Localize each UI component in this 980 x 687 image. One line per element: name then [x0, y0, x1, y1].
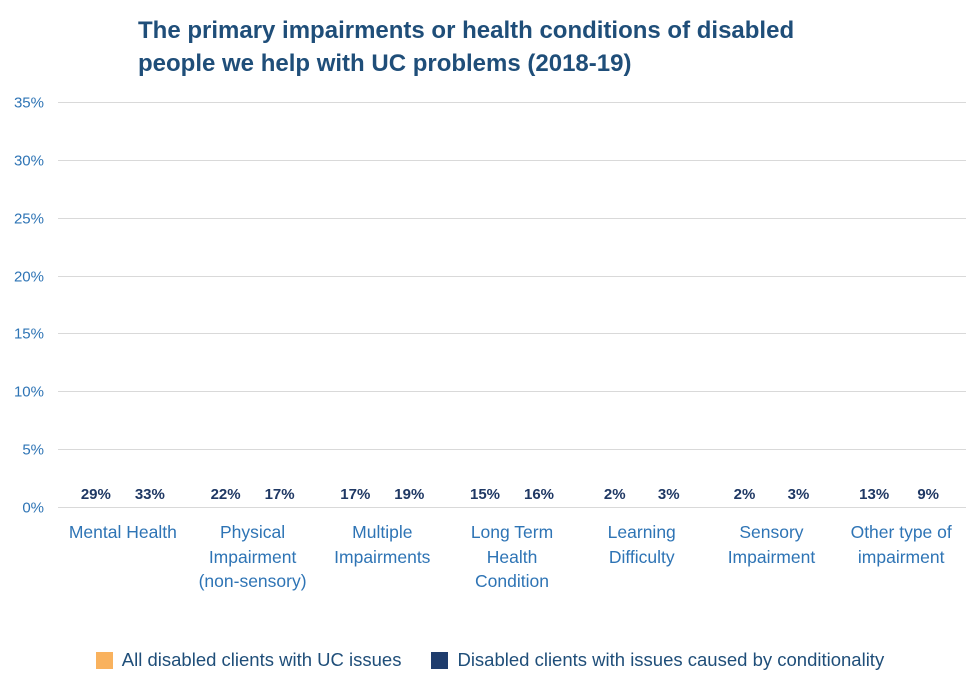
y-tick-label: 30%	[13, 152, 44, 170]
plot-area: 29% 33% 22% 17% 17% 19% 15% 16% 2% 3% 2% 3% 13% 9%	[58, 102, 966, 508]
category-label: Learning Difficulty	[607, 522, 676, 567]
y-tick-label: 20%	[13, 268, 44, 286]
bar-data-label: 3%	[657, 486, 680, 503]
gridline	[58, 391, 966, 393]
bar-wrapper: 22%	[203, 486, 248, 508]
y-tick-label: 25%	[13, 210, 44, 228]
category-label: Multiple Impairments	[334, 522, 431, 567]
legend-swatch	[431, 651, 449, 669]
bar-group: 2% 3%	[577, 103, 707, 508]
bar-data-label: 2%	[603, 486, 626, 503]
bar-data-label: 16%	[524, 486, 555, 503]
y-axis: 0% 5% 10% 15% 20% 25% 30% 35%	[0, 95, 52, 517]
bar-wrapper: 3%	[646, 486, 691, 508]
bar-group: 17% 19%	[317, 103, 447, 508]
legend: All disabled clients with UC issues Disab…	[0, 649, 980, 671]
chart-title: The primary impairments or health condit…	[138, 17, 795, 78]
category-label: Physical Impairment (non-sensory)	[198, 522, 307, 591]
legend-label: Disabled clients with issues caused by c…	[457, 649, 885, 670]
gridline	[58, 449, 966, 451]
x-axis-labels: Mental Health Physical Impairment (non-se…	[58, 520, 966, 594]
bar-group: 15% 16%	[447, 103, 577, 508]
gridline	[58, 217, 966, 219]
y-tick-label: 0%	[22, 499, 44, 517]
bar-group: 2% 3%	[707, 103, 837, 508]
y-tick-label: 5%	[22, 441, 44, 459]
bar-data-label: 9%	[917, 486, 940, 503]
legend-swatch	[95, 651, 113, 669]
legend-item: All disabled clients with UC issues	[95, 649, 402, 671]
bar-data-label: 22%	[210, 486, 241, 503]
bar-groups: 29% 33% 22% 17% 17% 19% 15% 16% 2% 3% 2% 3% 13% 9%	[58, 103, 966, 508]
y-tick-label: 10%	[13, 383, 44, 401]
category-label: Other type of impairment	[850, 522, 952, 567]
bar-data-label: 13%	[859, 486, 890, 503]
category-label: Mental Health	[68, 522, 177, 542]
bar-wrapper: 13%	[852, 486, 897, 508]
bar-wrapper: 33%	[127, 486, 172, 508]
bar-data-label: 3%	[787, 486, 810, 503]
gridline	[58, 507, 966, 508]
legend-item: Disabled clients with issues caused by c…	[431, 649, 884, 671]
category-label: Sensory Impairment	[727, 522, 816, 567]
gridline	[58, 159, 966, 161]
bar-wrapper: 15%	[463, 486, 508, 508]
bar-data-label: 19%	[394, 486, 425, 503]
bar-wrapper: 16%	[517, 486, 562, 508]
bar-wrapper: 3%	[776, 486, 821, 508]
category-label: Long Term Health Condition	[470, 522, 554, 591]
bar-wrapper: 2%	[592, 486, 637, 508]
legend-label: All disabled clients with UC issues	[121, 649, 402, 670]
bar-wrapper: 2%	[722, 486, 767, 508]
bar-data-label: 15%	[470, 486, 501, 503]
bar-data-label: 2%	[733, 486, 756, 503]
gridline	[58, 102, 966, 103]
gridline	[58, 275, 966, 277]
y-tick-label: 35%	[13, 94, 44, 112]
bar-data-label: 17%	[340, 486, 371, 503]
bar-data-label: 33%	[134, 486, 165, 503]
bar-wrapper: 17%	[257, 486, 302, 508]
bar-wrapper: 29%	[73, 486, 118, 508]
bar-wrapper: 17%	[333, 486, 378, 508]
bar-group: 22% 17%	[188, 103, 318, 508]
bar-wrapper: 19%	[387, 486, 432, 508]
bar-group: 29% 33%	[58, 103, 188, 508]
gridline	[58, 333, 966, 335]
y-tick-label: 15%	[13, 325, 44, 343]
bar-data-label: 29%	[80, 486, 111, 503]
bar-wrapper: 9%	[906, 486, 951, 508]
bar-data-label: 17%	[264, 486, 295, 503]
bar-group: 13% 9%	[836, 103, 966, 508]
